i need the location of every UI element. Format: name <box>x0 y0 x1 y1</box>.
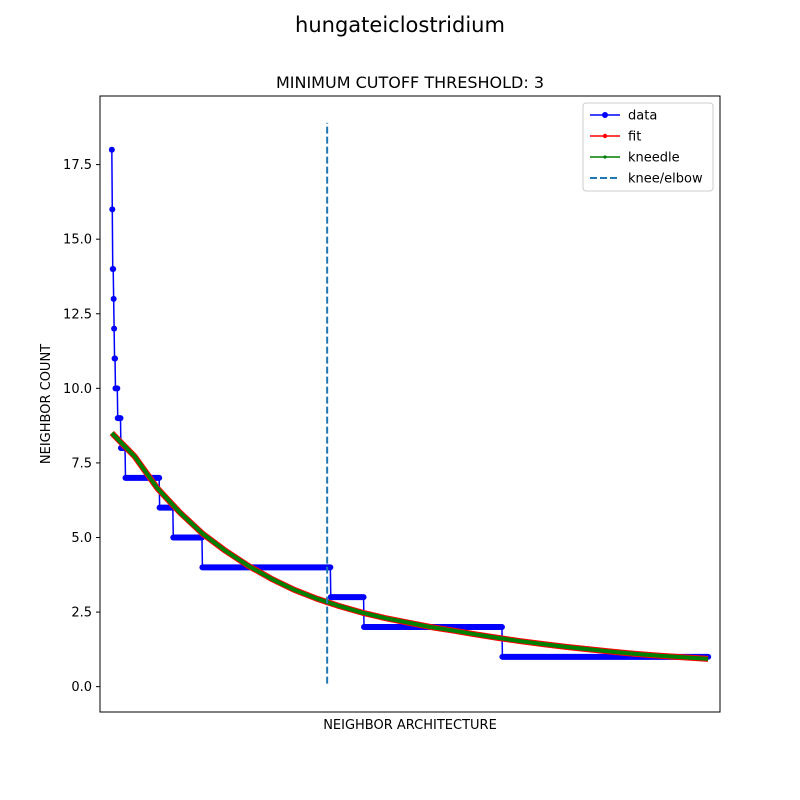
plot-frame <box>99 95 721 713</box>
legend-box <box>582 102 714 192</box>
data-point <box>114 385 121 392</box>
figure-title: hungateiclostridium <box>295 13 505 37</box>
legend-marker <box>603 155 607 159</box>
plot-area <box>108 122 712 684</box>
legend-entry: data <box>590 109 657 124</box>
kneedle-series-line <box>110 431 709 661</box>
legend-entry: fit <box>590 130 641 145</box>
y-tick-label: 17.5 <box>63 158 92 173</box>
x-axis-label: NEIGHBOR ARCHITECTURE <box>323 718 497 733</box>
data-point <box>108 146 115 153</box>
legend-entry: knee/elbow <box>590 172 703 187</box>
legend-marker <box>602 133 608 139</box>
y-tick-label: 7.5 <box>71 456 92 471</box>
y-tick-label: 15.0 <box>63 233 92 248</box>
fit-series-line <box>109 430 709 662</box>
legend-label: knee/elbow <box>628 172 703 187</box>
y-tick-label: 5.0 <box>71 531 92 546</box>
data-point <box>112 355 119 362</box>
legend-label: data <box>628 109 657 124</box>
legend: data fit kneedle knee/elbow <box>582 102 714 192</box>
y-tick-label: 2.5 <box>71 606 92 621</box>
y-tick-label: 0.0 <box>71 680 92 695</box>
axes: 0.0 2.5 5.0 7.5 10.0 12.5 15.0 17.5 <box>63 95 721 713</box>
legend-marker <box>602 112 608 118</box>
y-tick-label: 10.0 <box>63 382 92 397</box>
y-axis-label: NEIGHBOR COUNT <box>39 344 54 464</box>
data-point <box>110 266 117 273</box>
legend-label: fit <box>628 130 641 145</box>
data-point <box>109 206 116 213</box>
data-point <box>110 295 117 302</box>
plot-marks <box>108 122 712 684</box>
data-series-line <box>111 149 709 658</box>
legend-entry: kneedle <box>590 151 680 166</box>
y-tick-label: 12.5 <box>63 307 92 322</box>
legend-label: kneedle <box>628 151 680 166</box>
chart-title: MINIMUM CUTOFF THRESHOLD: 3 <box>276 73 544 92</box>
data-point <box>111 325 118 332</box>
